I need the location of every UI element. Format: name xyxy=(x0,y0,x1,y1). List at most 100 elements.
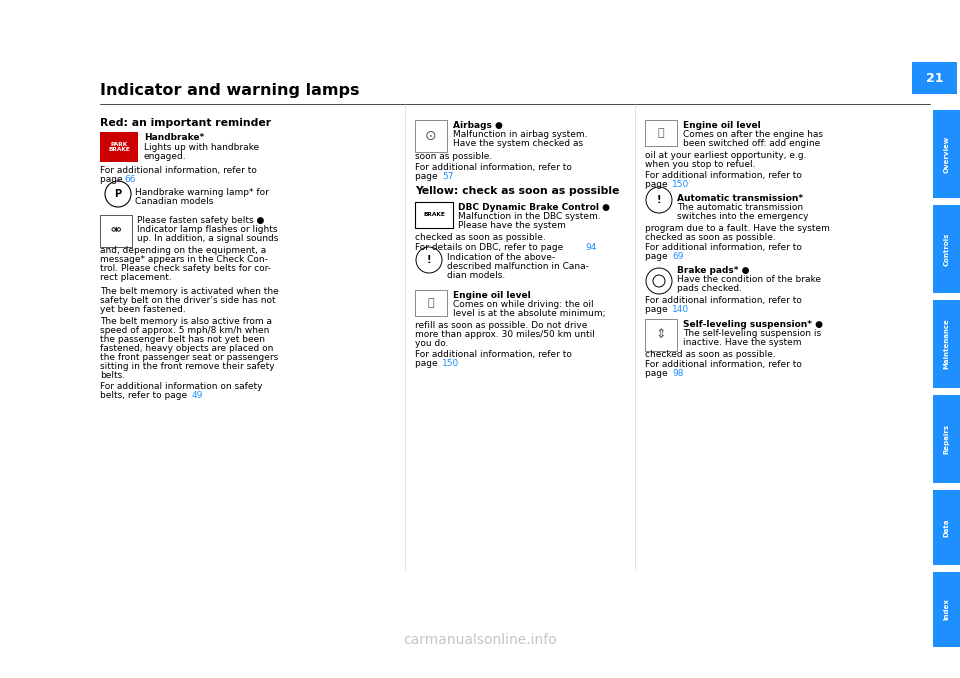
Bar xyxy=(933,490,960,565)
Bar xyxy=(912,62,957,94)
Text: P: P xyxy=(114,189,122,199)
Text: Please have the system: Please have the system xyxy=(458,221,565,230)
Text: For additional information, refer to: For additional information, refer to xyxy=(645,360,802,369)
Text: inactive. Have the system: inactive. Have the system xyxy=(683,338,802,347)
Text: Canadian models: Canadian models xyxy=(135,197,213,206)
Text: belts.: belts. xyxy=(100,371,125,380)
Text: ⛏: ⛏ xyxy=(658,128,664,138)
Text: when you stop to refuel.: when you stop to refuel. xyxy=(645,160,756,169)
Text: Yellow: check as soon as possible: Yellow: check as soon as possible xyxy=(415,186,619,196)
Text: checked as soon as possible.: checked as soon as possible. xyxy=(415,233,545,242)
Circle shape xyxy=(653,275,665,287)
Circle shape xyxy=(646,187,672,213)
Text: Engine oil level: Engine oil level xyxy=(453,291,531,300)
Text: level is at the absolute minimum;: level is at the absolute minimum; xyxy=(453,309,606,318)
Text: For additional information, refer to: For additional information, refer to xyxy=(415,350,572,359)
Bar xyxy=(100,215,132,247)
Text: BRAKE: BRAKE xyxy=(423,212,444,218)
Bar xyxy=(933,572,960,647)
Text: page: page xyxy=(645,180,670,189)
Text: DBC Dynamic Brake Control ●: DBC Dynamic Brake Control ● xyxy=(458,203,610,212)
Bar xyxy=(933,395,960,483)
Text: Malfunction in the DBC system.: Malfunction in the DBC system. xyxy=(458,212,601,221)
Text: the passenger belt has not yet been: the passenger belt has not yet been xyxy=(100,335,265,344)
Text: 69: 69 xyxy=(672,252,684,261)
Text: sitting in the front remove their safety: sitting in the front remove their safety xyxy=(100,362,275,371)
Text: 66: 66 xyxy=(124,175,135,184)
Text: Please fasten safety belts ●: Please fasten safety belts ● xyxy=(137,216,264,225)
Text: 57: 57 xyxy=(442,172,453,181)
Text: soon as possible.: soon as possible. xyxy=(415,152,492,161)
Text: For additional information, refer to: For additional information, refer to xyxy=(645,296,802,305)
Text: Brake pads* ●: Brake pads* ● xyxy=(677,266,750,275)
Text: For additional information, refer to: For additional information, refer to xyxy=(645,171,802,180)
Text: oil at your earliest opportunity, e.g.: oil at your earliest opportunity, e.g. xyxy=(645,151,806,160)
Text: Comes on while driving: the oil: Comes on while driving: the oil xyxy=(453,300,593,309)
Text: Repairs: Repairs xyxy=(944,424,949,454)
Text: Automatic transmission*: Automatic transmission* xyxy=(677,194,804,203)
Text: yet been fastened.: yet been fastened. xyxy=(100,305,185,314)
Text: page: page xyxy=(645,369,670,378)
Text: ⊙: ⊙ xyxy=(425,129,437,143)
Text: trol. Please check safety belts for cor-: trol. Please check safety belts for cor- xyxy=(100,264,271,273)
Text: Lights up with handbrake: Lights up with handbrake xyxy=(144,143,259,152)
Text: 98: 98 xyxy=(672,369,684,378)
Text: The belt memory is also active from a: The belt memory is also active from a xyxy=(100,317,272,326)
Bar xyxy=(933,300,960,388)
Text: pads checked.: pads checked. xyxy=(677,284,742,293)
Bar xyxy=(415,120,447,152)
Text: PARK
BRAKE: PARK BRAKE xyxy=(108,142,130,152)
Text: Overview: Overview xyxy=(944,136,949,173)
Text: Engine oil level: Engine oil level xyxy=(683,121,760,130)
Text: Indicator and warning lamps: Indicator and warning lamps xyxy=(100,83,359,98)
Text: ⛏: ⛏ xyxy=(428,298,434,308)
Text: For additional information, refer to: For additional information, refer to xyxy=(645,243,802,252)
Text: For additional information, refer to: For additional information, refer to xyxy=(100,166,257,175)
Text: Indication of the above-: Indication of the above- xyxy=(447,253,555,262)
Text: Handbrake warning lamp* for: Handbrake warning lamp* for xyxy=(135,188,269,197)
Text: Have the system checked as: Have the system checked as xyxy=(453,139,583,148)
Text: For details on DBC, refer to page: For details on DBC, refer to page xyxy=(415,243,566,252)
Text: Maintenance: Maintenance xyxy=(944,319,949,370)
Circle shape xyxy=(646,268,672,294)
Text: 21: 21 xyxy=(925,71,944,85)
Text: the front passenger seat or passengers: the front passenger seat or passengers xyxy=(100,353,278,362)
Text: speed of approx. 5 mph/8 km/h when: speed of approx. 5 mph/8 km/h when xyxy=(100,326,270,335)
Bar xyxy=(933,110,960,198)
Text: 49: 49 xyxy=(192,391,204,400)
Text: Self-leveling suspension* ●: Self-leveling suspension* ● xyxy=(683,320,823,329)
Text: belts, refer to page: belts, refer to page xyxy=(100,391,190,400)
Text: 150: 150 xyxy=(442,359,459,368)
Text: !: ! xyxy=(427,255,431,265)
Text: message* appears in the Check Con-: message* appears in the Check Con- xyxy=(100,255,268,264)
Text: page: page xyxy=(100,175,126,184)
Circle shape xyxy=(416,247,442,273)
Bar xyxy=(645,319,677,351)
Text: page: page xyxy=(645,252,670,261)
Text: safety belt on the driver’s side has not: safety belt on the driver’s side has not xyxy=(100,296,276,305)
Text: Have the condition of the brake: Have the condition of the brake xyxy=(677,275,821,284)
Text: switches into the emergency: switches into the emergency xyxy=(677,212,808,221)
Text: Comes on after the engine has: Comes on after the engine has xyxy=(683,130,823,139)
Circle shape xyxy=(105,181,131,207)
Text: For additional information, refer to: For additional information, refer to xyxy=(415,163,572,172)
Text: The belt memory is activated when the: The belt memory is activated when the xyxy=(100,287,278,296)
Text: Airbags ●: Airbags ● xyxy=(453,121,503,130)
Bar xyxy=(100,132,138,162)
Bar xyxy=(645,120,677,146)
Text: 140: 140 xyxy=(672,305,689,314)
Text: engaged.: engaged. xyxy=(144,152,186,161)
Text: The automatic transmission: The automatic transmission xyxy=(677,203,804,212)
Text: and, depending on the equipment, a: and, depending on the equipment, a xyxy=(100,246,266,255)
Bar xyxy=(933,205,960,293)
Text: The self-leveling suspension is: The self-leveling suspension is xyxy=(683,329,821,338)
Text: For additional information on safety: For additional information on safety xyxy=(100,382,262,391)
Text: page: page xyxy=(415,359,441,368)
Text: page: page xyxy=(415,172,441,181)
Text: Handbrake*: Handbrake* xyxy=(144,133,204,142)
Text: Data: Data xyxy=(944,518,949,537)
Text: Red: an important reminder: Red: an important reminder xyxy=(100,118,271,128)
Text: Index: Index xyxy=(944,599,949,620)
Text: refill as soon as possible. Do not drive: refill as soon as possible. Do not drive xyxy=(415,321,588,330)
Text: rect placement.: rect placement. xyxy=(100,273,172,282)
